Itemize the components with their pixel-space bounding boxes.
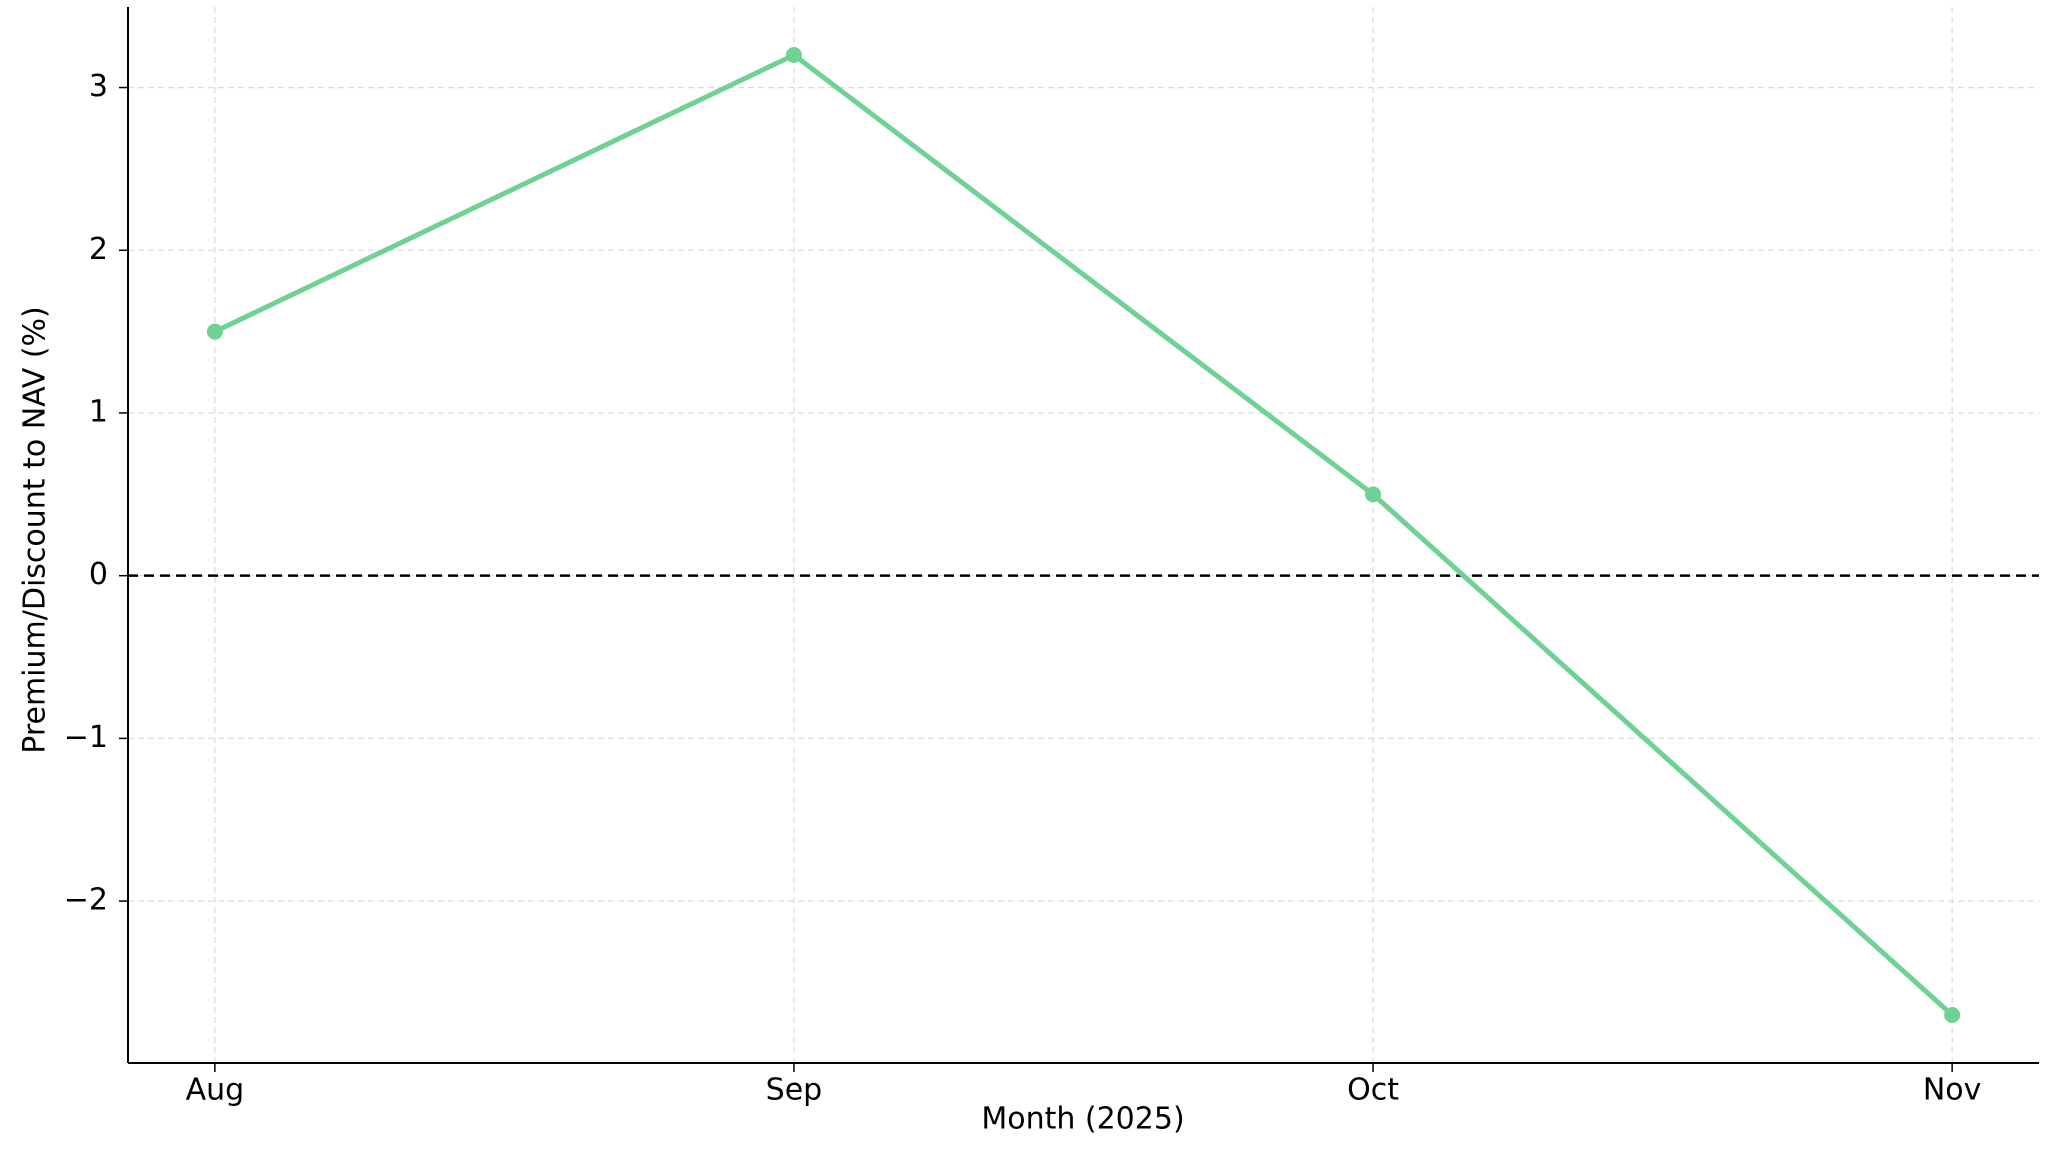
line (213, 52, 1954, 1017)
x-tick-label: Oct (1347, 1073, 1399, 1108)
y-tick-label: 1 (89, 394, 108, 429)
x-axis-label: Month (2025) (981, 1102, 1184, 1137)
x-tick-label: Sep (766, 1073, 823, 1108)
x-tick-label: Nov (1923, 1073, 1982, 1108)
x-tick-label: Aug (186, 1073, 245, 1108)
y-tick-label: 0 (89, 557, 108, 592)
y-tick-label: −1 (64, 720, 108, 755)
point (1944, 1007, 1961, 1023)
point (785, 47, 802, 63)
y-tick-label: 2 (89, 232, 108, 267)
y-tick-label: −2 (64, 883, 108, 918)
y-tick-label: 3 (89, 69, 108, 104)
point (1365, 486, 1382, 503)
point (206, 323, 223, 340)
y-axis-label: Premium/Discount to NAV (%) (18, 306, 53, 754)
